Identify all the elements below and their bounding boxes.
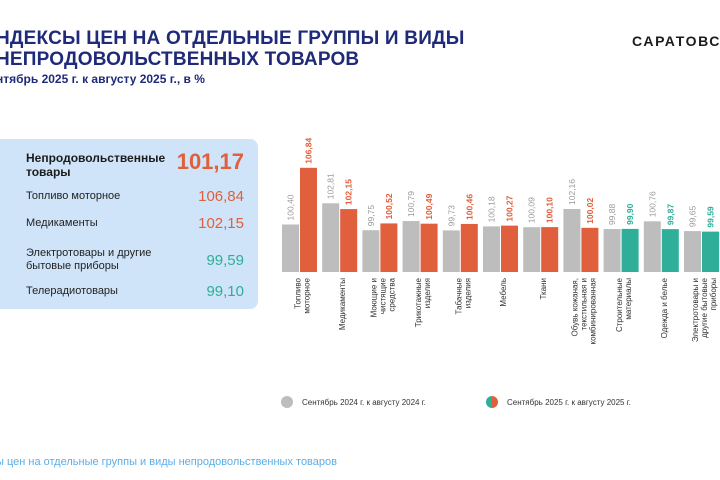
summary-panel: Непродовольственные товары 101,17 Топлив… bbox=[0, 139, 258, 309]
bar-label-2024: 102,16 bbox=[567, 179, 577, 205]
bar-2025 bbox=[460, 223, 478, 272]
page-subtitle: нтябрь 2025 г. к августу 2025 г., в % bbox=[0, 72, 205, 86]
category-label: Табачныеизделия bbox=[454, 277, 472, 314]
bar-label-2024: 100,79 bbox=[406, 191, 416, 217]
summary-value: 99,59 bbox=[206, 252, 244, 269]
bar-2025 bbox=[380, 223, 398, 272]
bar-label-2025: 99,59 bbox=[706, 206, 716, 228]
chart-legend: Сентябрь 2024 г. к августу 2024 г. Сентя… bbox=[281, 396, 631, 408]
footer-caption: ы цен на отдельные группы и виды непродо… bbox=[0, 456, 337, 468]
category-label: Обувь кожаная,текстильная икомбинированн… bbox=[570, 278, 597, 345]
bar-label-2025: 100,49 bbox=[424, 193, 434, 219]
bar-2025 bbox=[501, 225, 518, 272]
brand-logo-text: САРАТОВС bbox=[632, 33, 720, 49]
category-label: Моющие ичистящиесредства bbox=[369, 277, 396, 317]
title-line-1: НДЕКСЫ ЦЕН НА ОТДЕЛЬНЫЕ ГРУППЫ И ВИДЫ bbox=[0, 28, 465, 49]
bar-2024 bbox=[282, 224, 299, 272]
bar-2025 bbox=[541, 227, 559, 272]
summary-label: Непродовольственные товары bbox=[26, 151, 166, 179]
summary-value: 99,10 bbox=[206, 283, 244, 300]
summary-value: 101,17 bbox=[176, 149, 244, 174]
category-label: Мебель bbox=[499, 278, 508, 307]
bar-label-2024: 102,81 bbox=[326, 173, 336, 199]
bar-label-2025: 100,52 bbox=[384, 193, 394, 219]
summary-label: Медикаменты bbox=[26, 217, 98, 229]
bar-label-2024: 99,65 bbox=[688, 206, 698, 228]
bar-2025 bbox=[300, 167, 317, 272]
bar-2024 bbox=[643, 221, 661, 272]
bar-label-2025: 100,10 bbox=[545, 197, 555, 223]
category-label: Строительныематериалы bbox=[615, 277, 633, 332]
summary-label: Телерадиотовары bbox=[26, 285, 118, 297]
bar-2025 bbox=[420, 223, 438, 272]
summary-value: 102,15 bbox=[198, 215, 244, 232]
bar-label-2024: 100,18 bbox=[487, 196, 497, 222]
legend-swatch-2025-down bbox=[486, 396, 492, 408]
bar-2024 bbox=[322, 203, 340, 272]
bar-2024 bbox=[523, 227, 541, 272]
category-label: Электротовары идругие бытовыеприборы bbox=[691, 277, 718, 342]
summary-value: 106,84 bbox=[198, 188, 244, 205]
legend-swatch-2025-up bbox=[492, 396, 498, 408]
bar-2024 bbox=[483, 226, 500, 272]
bar-label-2024: 100,40 bbox=[286, 194, 296, 220]
bar-group: 100,40 106,84 Топливомоторное 102,81 102,15 М… bbox=[282, 138, 719, 345]
bar-label-2025: 100,02 bbox=[585, 198, 595, 224]
category-label: Медикаменты bbox=[338, 278, 347, 330]
bar-2025 bbox=[581, 227, 599, 272]
bar-label-2024: 99,73 bbox=[446, 205, 456, 227]
bar-2025 bbox=[340, 209, 358, 272]
category-label: Трикотажныеизделия bbox=[414, 277, 432, 327]
page-title: НДЕКСЫ ЦЕН НА ОТДЕЛЬНЫЕ ГРУППЫ И ВИДЫ НЕ… bbox=[0, 28, 465, 70]
bar-label-2025: 102,15 bbox=[344, 179, 354, 205]
title-line-2: НЕПРОДОВОЛЬСТВЕННЫХ ТОВАРОВ bbox=[0, 49, 360, 70]
bar-label-2025: 100,27 bbox=[505, 195, 515, 221]
bar-2024 bbox=[563, 208, 581, 272]
bar-2024 bbox=[362, 230, 380, 272]
bar-2024 bbox=[684, 231, 701, 272]
bar-label-2024: 100,76 bbox=[647, 191, 657, 217]
bar-2024 bbox=[442, 230, 460, 272]
legend-swatch-2024 bbox=[281, 396, 293, 408]
category-label: Одежда и белье bbox=[660, 277, 669, 338]
category-label: Топливомоторное bbox=[294, 277, 312, 313]
summary-label: Электротовары и другие бытовые приборы bbox=[26, 247, 152, 272]
category-label: Ткани bbox=[539, 278, 548, 300]
bar-2025 bbox=[702, 231, 719, 272]
bar-2025 bbox=[621, 228, 639, 272]
legend-label-2025: Сентябрь 2025 г. к августу 2025 г. bbox=[507, 398, 631, 407]
bar-2024 bbox=[402, 221, 420, 272]
legend-label-2024: Сентябрь 2024 г. к августу 2024 г. bbox=[302, 398, 426, 407]
bar-2025 bbox=[661, 229, 679, 272]
bar-label-2025: 106,84 bbox=[304, 138, 314, 164]
summary-label: Топливо моторное bbox=[26, 190, 121, 202]
bar-label-2025: 99,87 bbox=[665, 204, 675, 226]
bar-2024 bbox=[603, 229, 621, 272]
bar-label-2025: 100,46 bbox=[464, 194, 474, 220]
bar-label-2024: 100,09 bbox=[527, 197, 537, 223]
bar-label-2024: 99,75 bbox=[366, 205, 376, 227]
bar-label-2024: 99,88 bbox=[607, 204, 617, 226]
bar-label-2025: 99,90 bbox=[625, 203, 635, 225]
